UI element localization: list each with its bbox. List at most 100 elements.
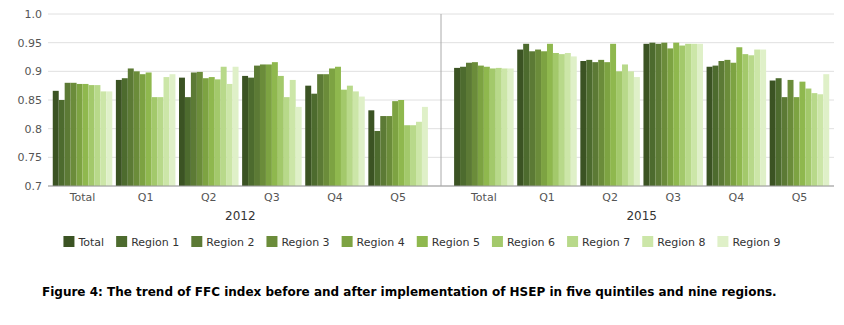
legend-label: Region 3 — [281, 236, 329, 249]
bar — [667, 48, 673, 186]
legend-label: Region 6 — [507, 236, 555, 249]
legend-label: Region 9 — [732, 236, 780, 249]
bar — [691, 44, 697, 186]
bar — [404, 125, 410, 186]
bar — [541, 51, 547, 186]
bar — [580, 61, 586, 186]
bar — [374, 131, 380, 186]
bar — [233, 67, 239, 186]
x-tick-label: Q4 — [327, 191, 343, 204]
bar — [817, 94, 823, 186]
bar — [209, 77, 215, 186]
legend-item: Region 9 — [717, 236, 780, 249]
bar — [586, 60, 592, 186]
bar — [416, 122, 422, 186]
legend: Total Region 1 Region 2 Region 3 Region 4 Reg… — [63, 236, 780, 249]
bar — [697, 44, 703, 186]
legend-item: Total — [63, 236, 104, 249]
legend-item: Region 6 — [492, 236, 555, 249]
caption: Figure 4: The trend of FFC index before … — [42, 285, 777, 299]
bar — [335, 67, 341, 186]
x-ticks: TotalQ1Q2Q3Q4Q5TotalQ1Q2Q3Q4Q5 — [69, 191, 808, 204]
bar — [649, 43, 655, 186]
bar — [128, 68, 134, 186]
bar — [478, 66, 484, 186]
bar — [88, 85, 94, 186]
bar — [116, 80, 122, 186]
y-ticks: 0.70.750.80.850.90.951.0 — [18, 8, 43, 193]
bar — [203, 78, 209, 186]
bar — [59, 100, 65, 186]
legend-label: Region 2 — [206, 236, 254, 249]
bar — [502, 68, 508, 186]
chart: 0.70.750.80.850.90.951.0 Total Q1 Q2 Q3 Q4 Q5 T… — [0, 0, 844, 325]
bar — [535, 50, 541, 186]
legend-swatch — [342, 236, 353, 247]
bar — [284, 97, 290, 186]
bar — [490, 68, 496, 186]
bar — [169, 74, 175, 186]
y-tick-label: 0.95 — [18, 37, 43, 50]
legend-label: Region 1 — [131, 236, 179, 249]
bar — [679, 46, 685, 186]
legend-swatch — [492, 236, 503, 247]
x-tick-label: Q1 — [539, 191, 555, 204]
bar — [266, 64, 272, 186]
legend-item: Region 3 — [266, 236, 329, 249]
bar — [221, 67, 227, 186]
x-tick-label: Q3 — [264, 191, 280, 204]
bar — [776, 78, 782, 186]
bar — [380, 116, 386, 186]
bar — [713, 66, 719, 186]
bar — [661, 43, 667, 186]
bar — [100, 91, 106, 186]
grid — [48, 14, 834, 186]
x-tick-label: Total — [470, 191, 497, 204]
bar — [164, 77, 170, 186]
legend-swatch — [116, 236, 127, 247]
legend-swatch — [191, 236, 202, 247]
y-tick-label: 0.7 — [25, 180, 43, 193]
bar — [227, 84, 233, 186]
bar — [655, 44, 661, 186]
x-tick-label: Q2 — [602, 191, 618, 204]
bar — [185, 97, 191, 186]
legend-label: Region 7 — [582, 236, 630, 249]
bar — [347, 86, 353, 186]
bar — [392, 101, 398, 186]
bar — [598, 60, 604, 186]
bar — [472, 62, 478, 186]
bar — [628, 71, 634, 186]
bar — [794, 97, 800, 186]
bar — [191, 72, 197, 186]
bar — [77, 84, 83, 186]
legend-label: Total — [77, 236, 104, 249]
legend-item: Region 2 — [191, 236, 254, 249]
bar — [547, 44, 553, 186]
legend-item: Region 8 — [642, 236, 705, 249]
bar — [122, 78, 128, 186]
bar — [341, 90, 347, 186]
legend-item: Region 4 — [342, 236, 405, 249]
bar — [724, 60, 730, 186]
bar — [559, 54, 565, 186]
bar — [329, 68, 335, 186]
bar — [368, 110, 374, 186]
x-tick-label: Q5 — [792, 191, 808, 204]
bar — [152, 97, 158, 186]
bar — [278, 76, 284, 186]
legend-swatch — [63, 236, 74, 247]
bar — [179, 78, 185, 186]
legend-label: Region 5 — [432, 236, 480, 249]
legend-item: Region 5 — [417, 236, 480, 249]
bar — [272, 62, 278, 186]
bar — [517, 50, 523, 186]
section-divider — [441, 14, 442, 186]
bar — [53, 91, 59, 186]
bar — [94, 85, 100, 186]
bar — [317, 74, 323, 186]
legend-swatch — [642, 236, 653, 247]
bar — [736, 47, 742, 186]
bar — [311, 94, 317, 186]
bar — [823, 74, 829, 186]
